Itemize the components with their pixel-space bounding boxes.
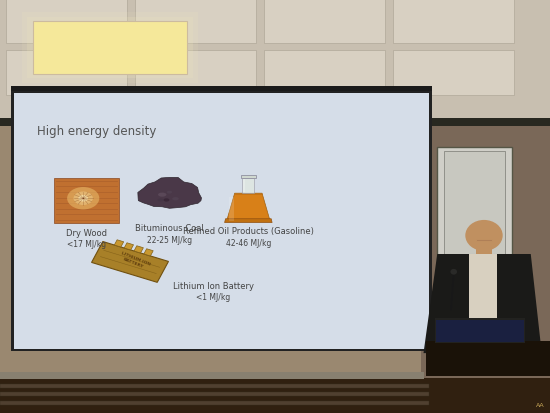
Bar: [434, 318, 525, 343]
Text: <1 MJ/kg: <1 MJ/kg: [196, 293, 230, 302]
Ellipse shape: [278, 121, 294, 127]
Bar: [6, 50, 126, 95]
Ellipse shape: [465, 220, 503, 251]
Polygon shape: [138, 177, 201, 208]
Polygon shape: [124, 243, 134, 250]
Text: 42-46 MJ/kg: 42-46 MJ/kg: [226, 239, 271, 248]
Polygon shape: [227, 193, 270, 222]
Bar: [0, 372, 424, 379]
Bar: [264, 0, 385, 43]
Text: Refined Oil Products (Gasoline): Refined Oil Products (Gasoline): [183, 228, 314, 237]
Bar: [240, 175, 256, 178]
Bar: [436, 320, 524, 342]
Text: Lithium Ion Battery: Lithium Ion Battery: [173, 282, 254, 290]
Bar: [0, 0, 550, 124]
Bar: [243, 179, 245, 192]
Bar: [469, 254, 497, 326]
Bar: [264, 50, 385, 95]
Bar: [243, 178, 254, 193]
Bar: [393, 50, 514, 95]
Polygon shape: [424, 254, 542, 353]
Bar: [0, 378, 550, 413]
Ellipse shape: [67, 187, 100, 209]
Ellipse shape: [344, 121, 360, 127]
Ellipse shape: [194, 118, 224, 130]
Bar: [6, 0, 126, 43]
Bar: [54, 178, 119, 223]
Ellipse shape: [271, 118, 301, 130]
Text: High energy density: High energy density: [37, 125, 156, 138]
Polygon shape: [224, 219, 272, 223]
Ellipse shape: [29, 118, 59, 130]
Bar: [476, 231, 492, 256]
Bar: [22, 12, 198, 83]
Polygon shape: [144, 249, 153, 256]
Bar: [0, 118, 550, 126]
Bar: [393, 0, 514, 43]
Ellipse shape: [74, 192, 93, 205]
Bar: [444, 151, 505, 283]
Ellipse shape: [157, 199, 163, 202]
Polygon shape: [92, 242, 168, 282]
Text: AA: AA: [536, 403, 544, 408]
Ellipse shape: [106, 118, 136, 130]
Bar: [28, 17, 192, 78]
Ellipse shape: [450, 269, 457, 275]
Ellipse shape: [78, 195, 88, 202]
Ellipse shape: [163, 198, 169, 202]
Ellipse shape: [170, 192, 178, 196]
Bar: [229, 197, 234, 221]
Bar: [0, 384, 429, 388]
Ellipse shape: [201, 121, 217, 127]
Ellipse shape: [158, 192, 167, 197]
Bar: [135, 50, 256, 95]
Text: LITHIUM ION
BATTERY: LITHIUM ION BATTERY: [118, 251, 150, 271]
Bar: [11, 86, 432, 91]
Ellipse shape: [36, 121, 52, 127]
Bar: [14, 93, 429, 349]
Ellipse shape: [172, 197, 179, 200]
Text: Bituminous Coal: Bituminous Coal: [135, 224, 204, 233]
Bar: [426, 341, 550, 376]
Polygon shape: [114, 240, 124, 247]
Bar: [0, 392, 429, 396]
Bar: [0, 124, 550, 380]
Bar: [437, 147, 512, 287]
Text: 22-25 MJ/kg: 22-25 MJ/kg: [147, 236, 192, 245]
Bar: [135, 0, 256, 43]
Ellipse shape: [167, 191, 172, 194]
Bar: [33, 21, 187, 74]
Bar: [11, 91, 432, 351]
Bar: [0, 401, 429, 405]
Polygon shape: [421, 126, 550, 380]
Ellipse shape: [337, 118, 367, 130]
Text: <17 MJ/kg: <17 MJ/kg: [67, 240, 106, 249]
Polygon shape: [134, 246, 144, 253]
Ellipse shape: [113, 121, 129, 127]
Text: Dry Wood: Dry Wood: [66, 229, 107, 238]
